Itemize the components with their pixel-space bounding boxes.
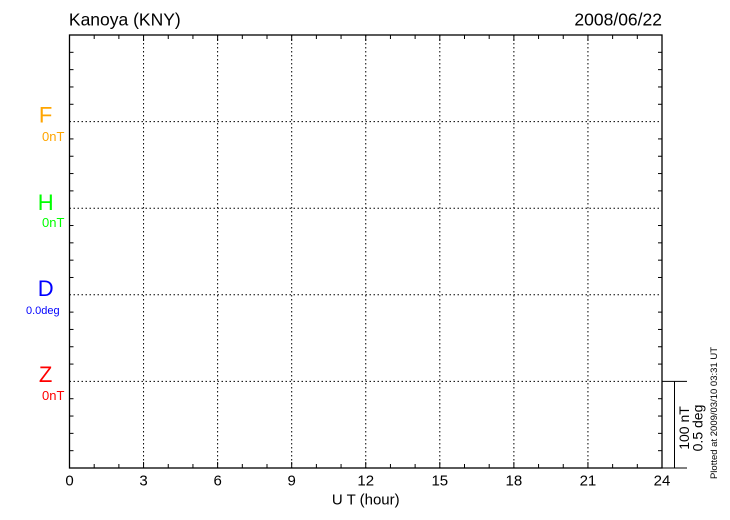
svg-text:9: 9 bbox=[288, 472, 296, 489]
svg-text:F: F bbox=[39, 103, 52, 128]
svg-text:U T (hour): U T (hour) bbox=[332, 492, 400, 509]
svg-text:Kanoya (KNY): Kanoya (KNY) bbox=[69, 10, 181, 30]
svg-text:24: 24 bbox=[654, 472, 671, 489]
svg-text:0nT: 0nT bbox=[42, 215, 64, 230]
svg-text:Z: Z bbox=[39, 362, 52, 387]
svg-text:0.0deg: 0.0deg bbox=[26, 305, 60, 317]
svg-text:3: 3 bbox=[139, 472, 147, 489]
svg-text:0nT: 0nT bbox=[42, 129, 64, 144]
svg-text:0: 0 bbox=[65, 472, 73, 489]
svg-text:12: 12 bbox=[357, 472, 374, 489]
svg-text:0nT: 0nT bbox=[42, 388, 64, 403]
svg-text:6: 6 bbox=[213, 472, 221, 489]
svg-text:2008/06/22: 2008/06/22 bbox=[574, 10, 662, 30]
svg-text:18: 18 bbox=[506, 472, 523, 489]
svg-text:15: 15 bbox=[431, 472, 448, 489]
svg-text:21: 21 bbox=[580, 472, 597, 489]
svg-text:D: D bbox=[38, 276, 54, 301]
svg-text:H: H bbox=[38, 190, 54, 215]
svg-text:0.5 deg: 0.5 deg bbox=[690, 405, 706, 452]
svg-text:Plotted at 2009/03/10 03:31 UT: Plotted at 2009/03/10 03:31 UT bbox=[709, 347, 720, 479]
